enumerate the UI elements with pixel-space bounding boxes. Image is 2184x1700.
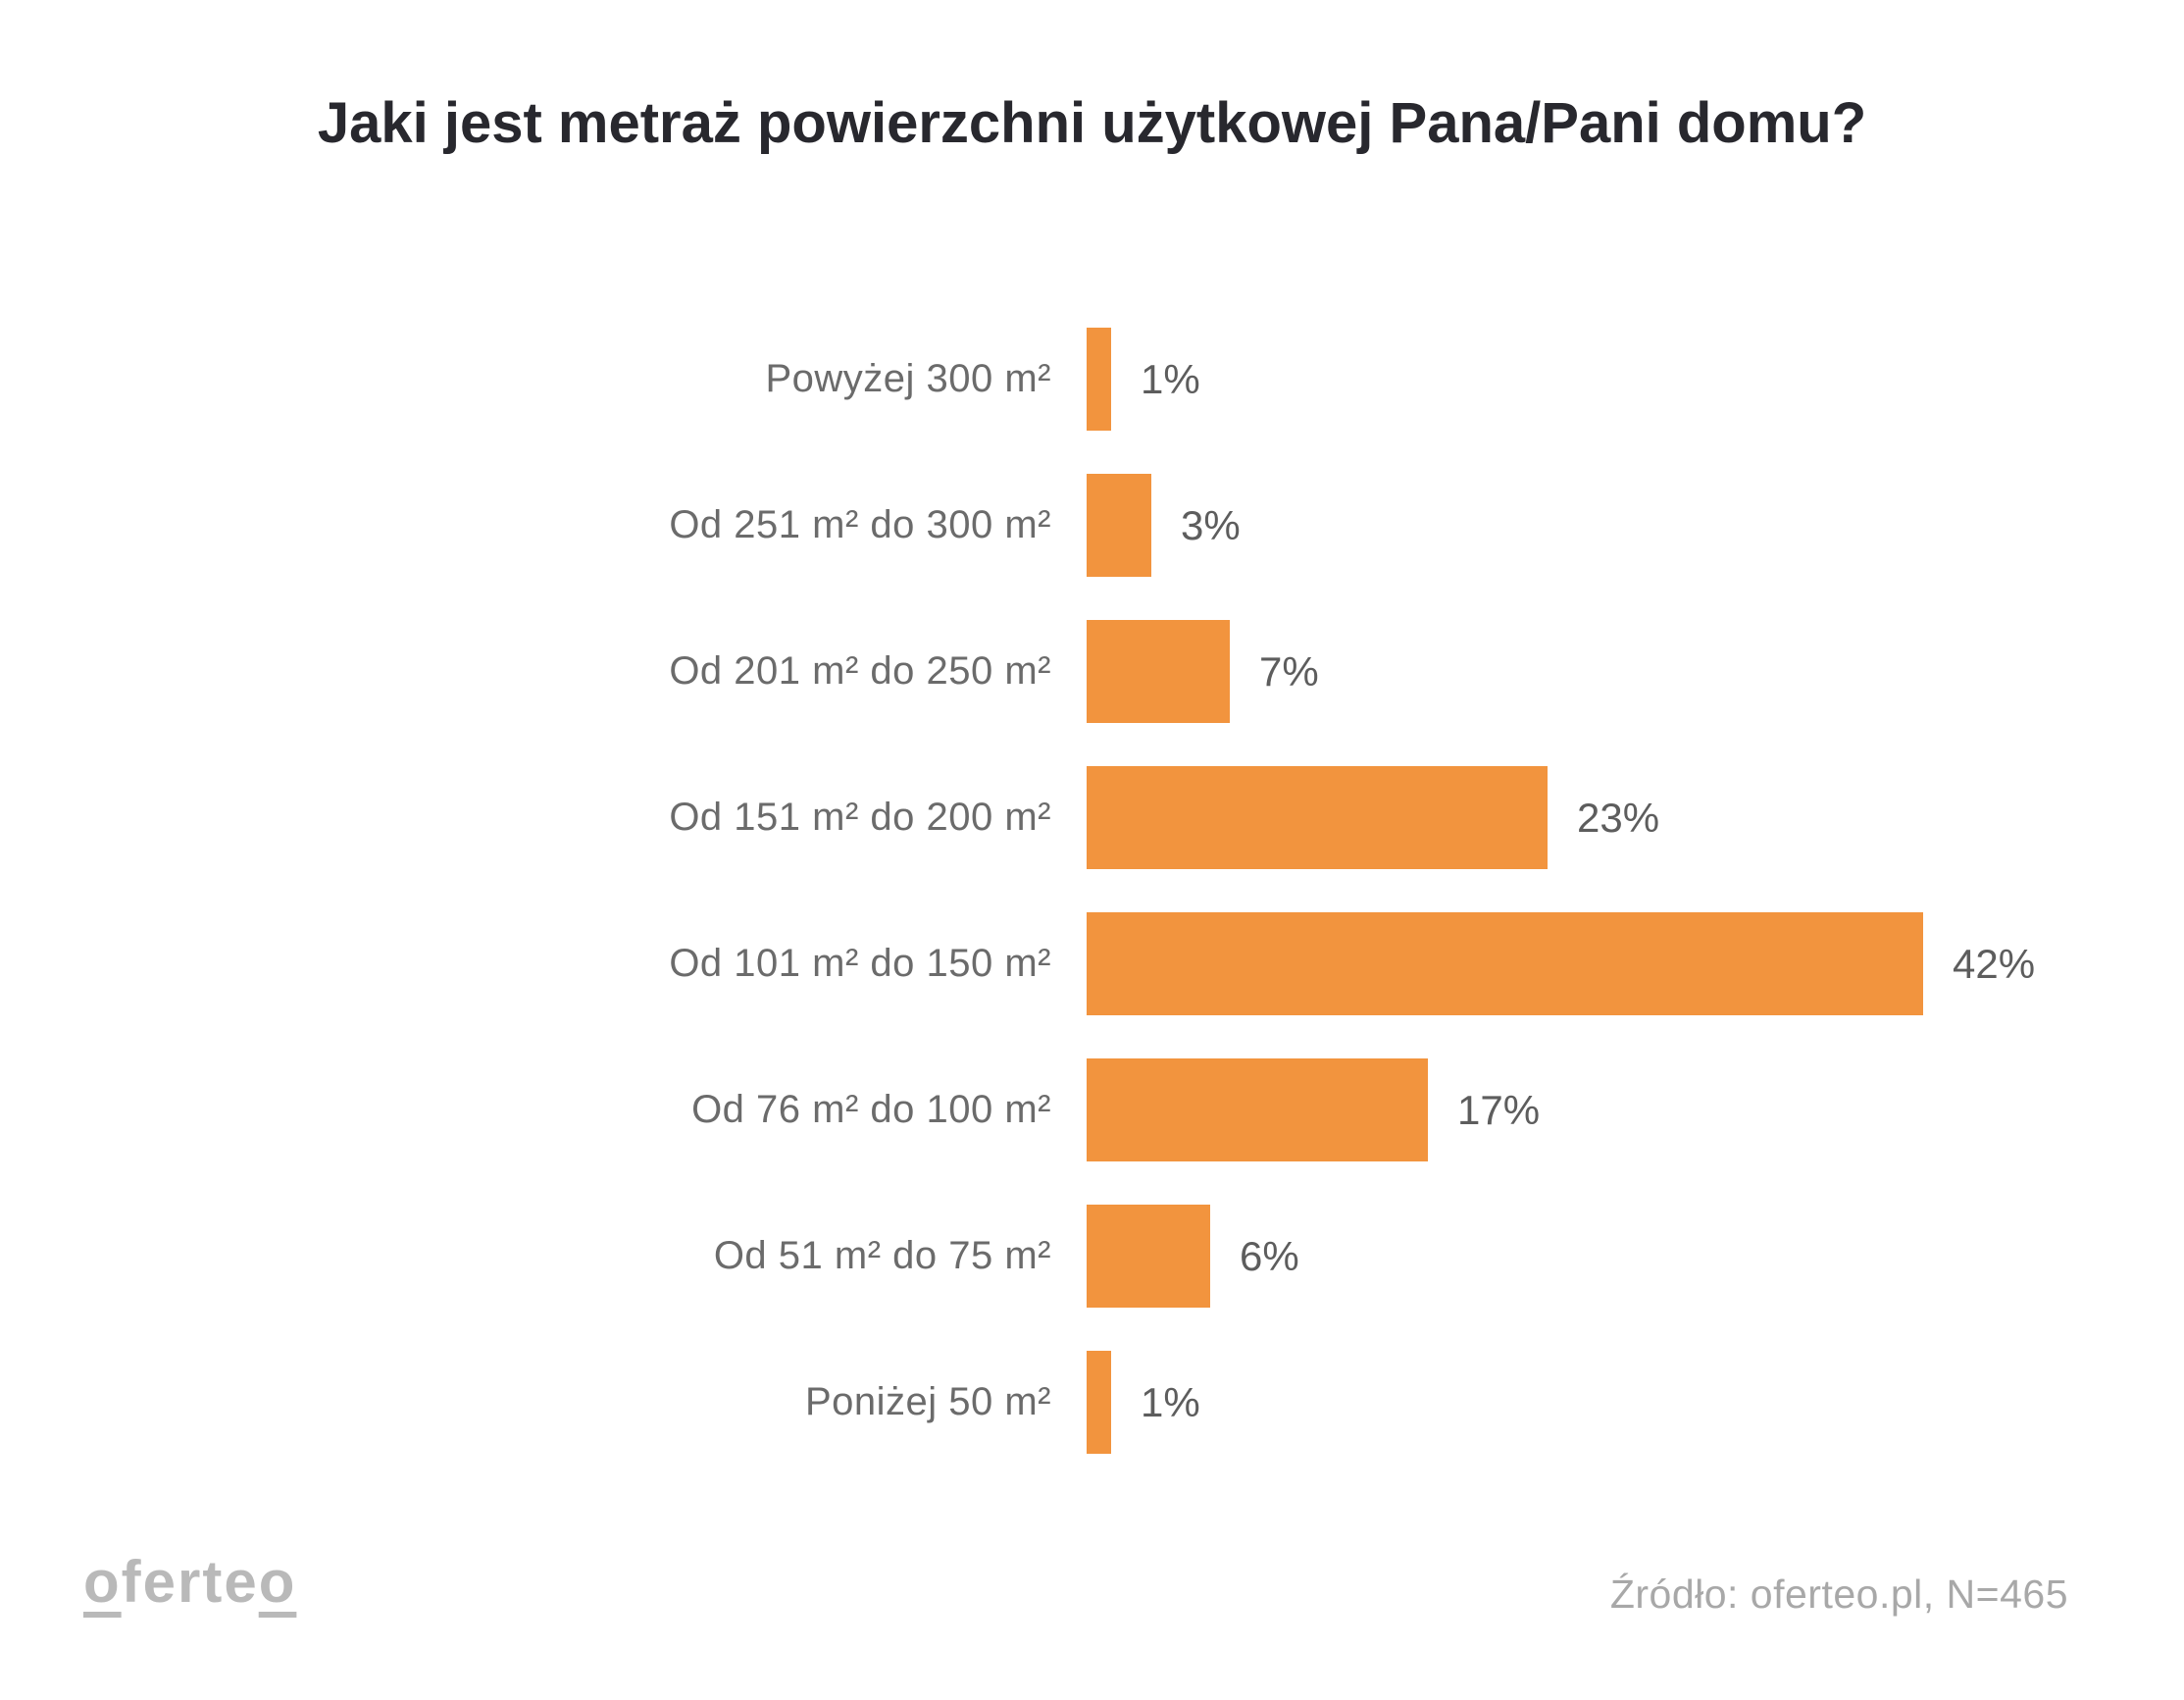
chart-row: Od 76 m² do 100 m² 17%: [0, 1037, 2184, 1183]
bar: [1087, 620, 1230, 723]
category-label: Od 151 m² do 200 m²: [669, 796, 1051, 839]
chart-row: Od 101 m² do 150 m² 42%: [0, 891, 2184, 1037]
source-text: Źródło: oferteo.pl, N=465: [1609, 1571, 2068, 1617]
chart-row: Od 151 m² do 200 m² 23%: [0, 745, 2184, 891]
logo-letter-last: o: [258, 1549, 297, 1615]
value-label: 1%: [1141, 1378, 1200, 1425]
bar-chart: Powyżej 300 m² 1% Od 251 m² do 300 m² 3%…: [0, 306, 2184, 1475]
value-label: 42%: [1953, 940, 2036, 987]
bar: [1087, 1058, 1428, 1161]
bar: [1087, 766, 1548, 869]
value-label: 23%: [1577, 794, 1660, 841]
category-label: Powyżej 300 m²: [765, 357, 1051, 400]
chart-row: Od 201 m² do 250 m² 7%: [0, 598, 2184, 745]
bar: [1087, 912, 1923, 1015]
logo-letters-middle: ferte: [121, 1549, 259, 1615]
category-label: Od 251 m² do 300 m²: [669, 503, 1051, 546]
value-label: 17%: [1457, 1086, 1541, 1133]
bar-area: 1%: [1087, 1329, 1200, 1475]
oferteo-logo: oferteo: [83, 1548, 296, 1616]
chart-row: Od 51 m² do 75 m² 6%: [0, 1183, 2184, 1329]
bar-area: 7%: [1087, 598, 1319, 745]
value-label: 7%: [1259, 647, 1319, 695]
value-label: 3%: [1181, 501, 1241, 548]
logo-letter-first: o: [83, 1549, 122, 1615]
category-label: Od 51 m² do 75 m²: [713, 1234, 1051, 1277]
bar: [1087, 328, 1111, 431]
category-label: Poniżej 50 m²: [804, 1380, 1051, 1423]
bar-area: 42%: [1087, 891, 2035, 1037]
chart-row: Od 251 m² do 300 m² 3%: [0, 452, 2184, 598]
bar-area: 17%: [1087, 1037, 1540, 1183]
chart-title: Jaki jest metraż powierzchni użytkowej P…: [317, 91, 1867, 155]
category-label: Od 76 m² do 100 m²: [691, 1088, 1051, 1131]
value-label: 6%: [1240, 1232, 1299, 1279]
bar: [1087, 474, 1151, 577]
bar-area: 23%: [1087, 745, 1659, 891]
bar-area: 3%: [1087, 452, 1241, 598]
bar: [1087, 1351, 1111, 1454]
value-label: 1%: [1141, 355, 1200, 402]
chart-row: Poniżej 50 m² 1%: [0, 1329, 2184, 1475]
chart-row: Powyżej 300 m² 1%: [0, 306, 2184, 452]
bar-area: 1%: [1087, 306, 1200, 452]
bar-area: 6%: [1087, 1183, 1299, 1329]
category-label: Od 201 m² do 250 m²: [669, 649, 1051, 693]
category-label: Od 101 m² do 150 m²: [669, 942, 1051, 985]
bar: [1087, 1205, 1210, 1308]
